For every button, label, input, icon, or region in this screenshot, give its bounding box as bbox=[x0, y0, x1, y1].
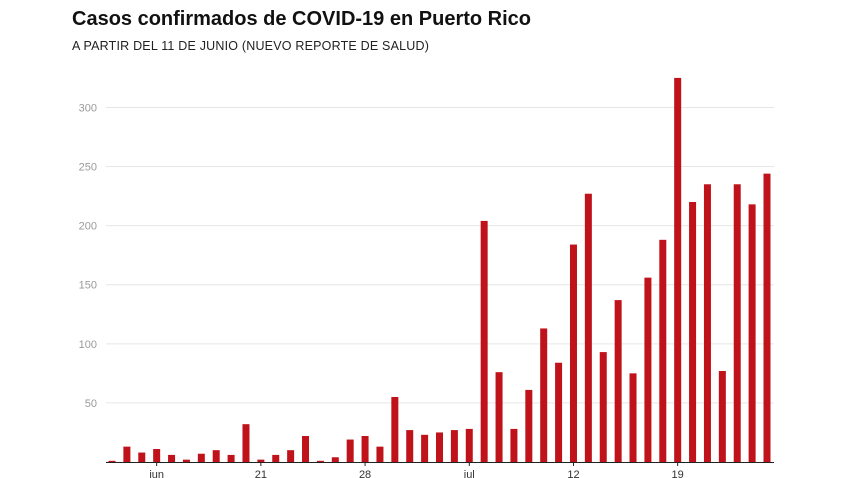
x-axis: jun 21 28 jul 12 19 bbox=[106, 462, 774, 478]
bar-9 bbox=[242, 424, 250, 462]
bar-36 bbox=[644, 277, 652, 462]
bar-41 bbox=[718, 371, 726, 462]
bar-37 bbox=[659, 239, 667, 462]
bar-35 bbox=[629, 373, 637, 462]
x-tick-label: jul bbox=[463, 469, 475, 478]
bar-29 bbox=[540, 328, 548, 462]
x-tick-label: 12 bbox=[567, 469, 579, 478]
bar-3 bbox=[153, 449, 161, 462]
bar-24 bbox=[465, 428, 473, 462]
bar-0 bbox=[108, 460, 116, 462]
bar-15 bbox=[331, 457, 339, 462]
bar-14 bbox=[316, 460, 324, 462]
bar-25 bbox=[480, 220, 488, 462]
bar-28 bbox=[525, 389, 533, 462]
bar-4 bbox=[168, 454, 176, 462]
x-tick-label: 21 bbox=[255, 469, 267, 478]
bar-7 bbox=[212, 450, 220, 462]
bar-2 bbox=[138, 452, 146, 462]
bar-31 bbox=[569, 244, 577, 462]
bar-40 bbox=[703, 184, 711, 462]
bar-39 bbox=[689, 202, 697, 462]
bar-34 bbox=[614, 300, 622, 462]
y-tick-label: 250 bbox=[79, 162, 97, 174]
bar-11 bbox=[272, 454, 280, 462]
y-tick-label: 300 bbox=[79, 102, 97, 114]
y-tick-label: 50 bbox=[85, 398, 97, 410]
bar-10 bbox=[257, 459, 265, 462]
bar-38 bbox=[674, 77, 682, 462]
chart-subtitle: A PARTIR DEL 11 DE JUNIO (NUEVO REPORTE … bbox=[72, 39, 430, 53]
bar-20 bbox=[406, 430, 414, 462]
bar-30 bbox=[555, 362, 563, 462]
bar-27 bbox=[510, 428, 518, 462]
bar-44 bbox=[763, 173, 771, 462]
bar-42 bbox=[733, 184, 741, 462]
x-tick-label: jun bbox=[148, 469, 164, 478]
chart-title: Casos confirmados de COVID-19 en Puerto … bbox=[72, 8, 531, 30]
bar-13 bbox=[302, 436, 310, 462]
bar-23 bbox=[450, 430, 458, 462]
bar-17 bbox=[361, 436, 369, 462]
x-tick-label: 19 bbox=[672, 469, 684, 478]
bar-43 bbox=[748, 204, 756, 463]
bar-1 bbox=[123, 446, 131, 462]
bar-6 bbox=[197, 453, 205, 462]
y-tick-label: 100 bbox=[79, 339, 97, 351]
bar-22 bbox=[436, 432, 443, 462]
bar-12 bbox=[287, 450, 295, 462]
bar-16 bbox=[346, 439, 354, 462]
bar-32 bbox=[584, 193, 592, 463]
bar-5 bbox=[182, 459, 190, 462]
y-tick-label: 150 bbox=[79, 280, 97, 292]
bar-19 bbox=[391, 397, 399, 462]
bar-8 bbox=[227, 454, 235, 462]
gridlines: 50 100 150 200 250 300 bbox=[79, 102, 774, 410]
bar-26 bbox=[495, 372, 503, 462]
y-tick-label: 200 bbox=[79, 221, 97, 233]
bars bbox=[108, 77, 771, 463]
bar-33 bbox=[599, 352, 607, 462]
x-tick-label: 28 bbox=[359, 469, 371, 478]
bar-18 bbox=[376, 446, 384, 462]
bar-21 bbox=[421, 434, 429, 462]
